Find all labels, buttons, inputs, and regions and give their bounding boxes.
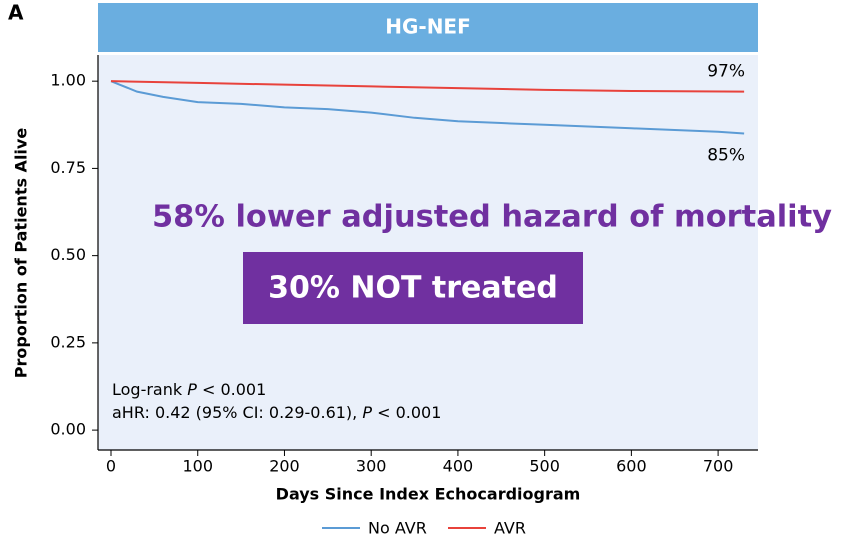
stats-part: < 0.001 xyxy=(197,380,266,399)
stats-text: aHR: 0.42 (95% CI: 0.29-0.61), P < 0.001 xyxy=(112,403,441,422)
x-tick-label: 300 xyxy=(356,457,387,476)
chart-title: HG-NEF xyxy=(385,15,471,39)
y-tick-label: 0.75 xyxy=(50,158,86,177)
x-tick-label: 600 xyxy=(616,457,647,476)
x-tick-label: 400 xyxy=(443,457,474,476)
title-bar xyxy=(98,3,758,52)
y-tick-label: 1.00 xyxy=(50,71,86,90)
x-tick-label: 200 xyxy=(269,457,300,476)
legend-label: AVR xyxy=(494,519,526,538)
x-tick-label: 500 xyxy=(529,457,560,476)
y-tick-label: 0.50 xyxy=(50,245,86,264)
stats-part: Log-rank xyxy=(112,380,187,399)
x-tick-label: 0 xyxy=(106,457,116,476)
end-label: 85% xyxy=(707,146,745,166)
y-tick-label: 0.25 xyxy=(50,332,86,351)
stats-part: < 0.001 xyxy=(372,403,441,422)
x-tick-label: 700 xyxy=(703,457,734,476)
y-tick-label: 0.00 xyxy=(50,420,86,439)
panel-label: A xyxy=(8,1,24,25)
stats-text: Log-rank P < 0.001 xyxy=(112,380,266,399)
stats-part: P xyxy=(362,403,372,422)
x-axis-label: Days Since Index Echocardiogram xyxy=(276,485,581,504)
stats-part: aHR: 0.42 (95% CI: 0.29-0.61), xyxy=(112,403,362,422)
callout-box xyxy=(243,252,583,324)
stats-part: P xyxy=(187,380,197,399)
headline: 58% lower adjusted hazard of mortality xyxy=(152,200,832,235)
x-tick-label: 100 xyxy=(182,457,213,476)
y-axis-label: Proportion of Patients Alive xyxy=(12,128,31,379)
end-label: 97% xyxy=(707,62,745,82)
callout: 30% NOT treated xyxy=(268,271,558,306)
legend-label: No AVR xyxy=(368,519,427,538)
series-line xyxy=(110,80,745,135)
series-line xyxy=(110,80,745,93)
